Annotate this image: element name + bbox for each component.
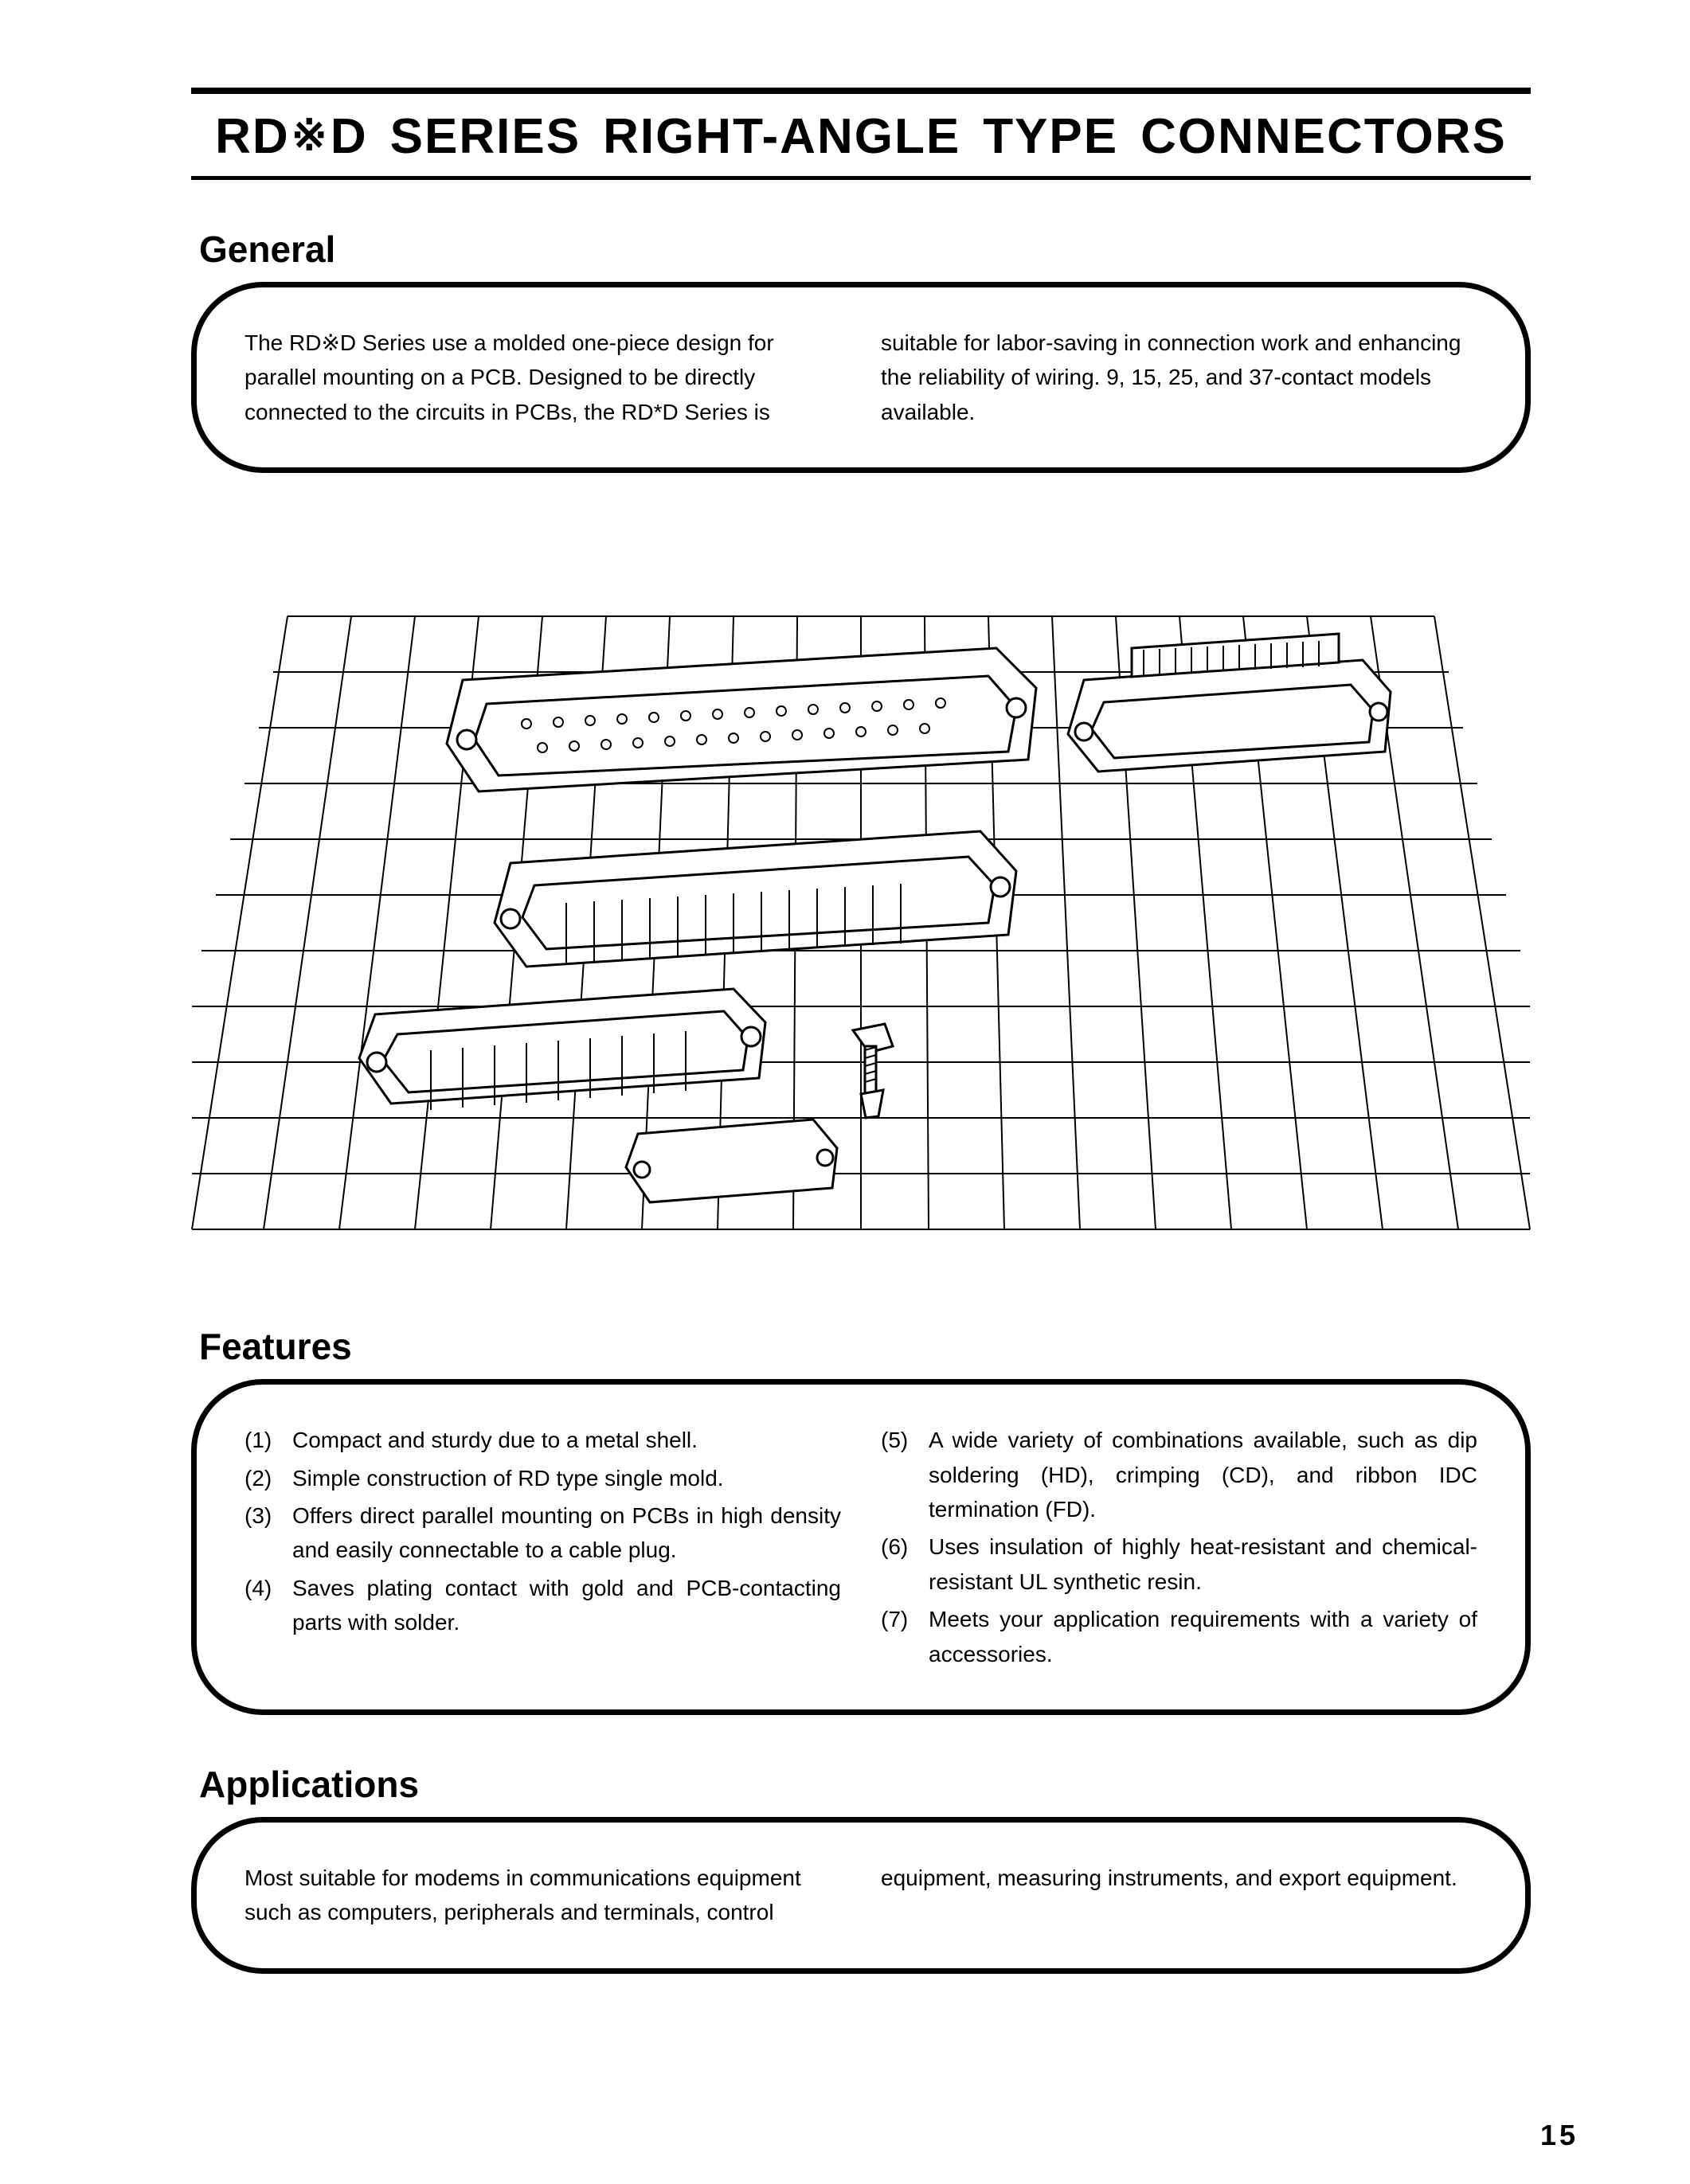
applications-callout: Most suitable for modems in communicatio… [191,1817,1531,1974]
feature-number: (3) [245,1498,292,1568]
page-number: 15 [1540,2119,1579,2152]
top-rule [191,88,1531,94]
jackscrew-icon [853,1024,893,1118]
list-item: (4) Saves plating contact with gold and … [245,1571,841,1640]
feature-number: (1) [245,1423,292,1457]
title-bottom-rule [191,176,1531,180]
heading-general: General [199,228,1531,271]
feature-number: (5) [881,1423,929,1526]
feature-number: (7) [881,1602,929,1671]
general-body: The RD※D Series use a molded one-piece d… [245,326,1477,429]
heading-applications: Applications [199,1763,1531,1806]
feature-text: Saves plating contact with gold and PCB-… [292,1571,841,1640]
feature-number: (6) [881,1530,929,1599]
features-list: (1) Compact and sturdy due to a metal sh… [245,1423,1477,1671]
feature-text: Simple construction of RD type single mo… [292,1461,841,1495]
applications-body: Most suitable for modems in communicatio… [245,1861,1477,1930]
features-callout: (1) Compact and sturdy due to a metal sh… [191,1379,1531,1715]
heading-features: Features [199,1325,1531,1368]
feature-text: A wide variety of combinations available… [929,1423,1477,1526]
feature-number: (4) [245,1571,292,1640]
title-part-4: RIGHT-ANGLE [603,109,960,164]
hero-illustration [191,521,1531,1269]
title-part-6: CONNECTORS [1140,109,1507,164]
feature-text: Uses insulation of highly heat-resistant… [929,1530,1477,1599]
list-item: (1) Compact and sturdy due to a metal sh… [245,1423,841,1457]
connector-25-icon [495,831,1016,967]
connector-ribbon-icon [1068,634,1391,772]
general-text: The RD※D Series use a molded one-piece d… [245,326,1477,429]
title-part-2: D [331,109,368,164]
list-item: (2) Simple construction of RD type singl… [245,1461,841,1495]
connector-37-icon [447,648,1036,791]
title-part-3: SERIES [390,109,581,164]
general-callout: The RD※D Series use a molded one-piece d… [191,282,1531,473]
feature-text: Compact and sturdy due to a metal shell. [292,1423,841,1457]
feature-text: Meets your application requirements with… [929,1602,1477,1671]
title-part-1: RD [215,109,290,164]
list-item: (6) Uses insulation of highly heat-resis… [881,1530,1477,1599]
list-item: (5) A wide variety of combinations avail… [881,1423,1477,1526]
page-title: RD※D SERIES RIGHT-ANGLE TYPE CONNECTORS [191,108,1531,165]
feature-text: Offers direct parallel mounting on PCBs … [292,1498,841,1568]
feature-number: (2) [245,1461,292,1495]
title-part-5: TYPE [983,109,1118,164]
applications-text: Most suitable for modems in communicatio… [245,1861,1477,1930]
list-item: (7) Meets your application requirements … [881,1602,1477,1671]
page: RD※D SERIES RIGHT-ANGLE TYPE CONNECTORS Gene… [0,0,1690,2184]
list-item: (3) Offers direct parallel mounting on P… [245,1498,841,1568]
connector-9-icon [626,1119,837,1202]
title-asterisk-icon: ※ [290,111,331,159]
